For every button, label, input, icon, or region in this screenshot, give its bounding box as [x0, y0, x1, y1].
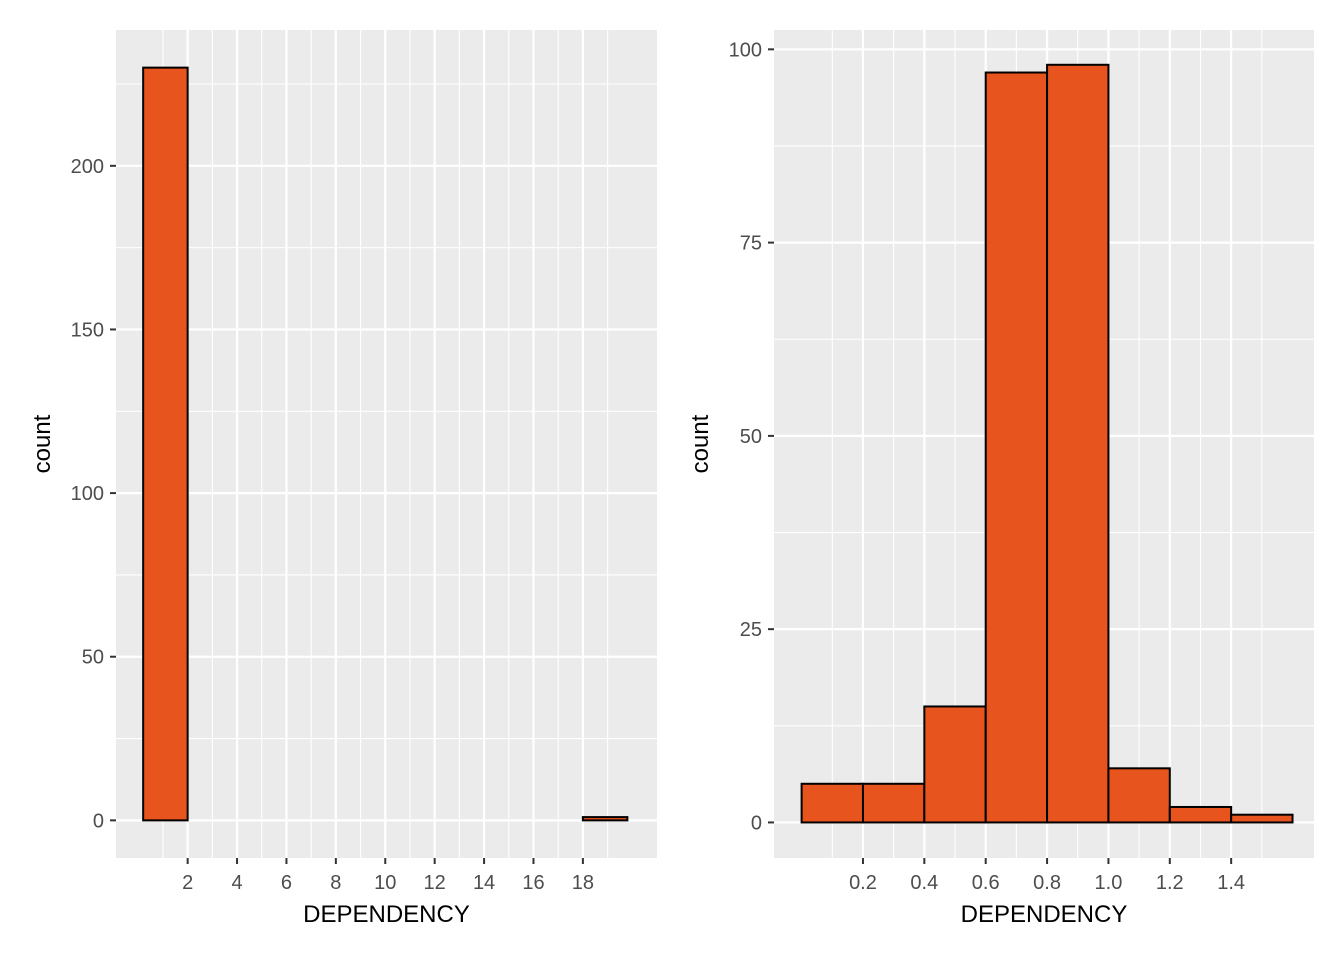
x-tick-label: 18 [572, 872, 594, 894]
y-axis-title: count [687, 414, 714, 473]
x-tick-label: 6 [281, 872, 292, 894]
histogram-bar [1168, 805, 1233, 824]
y-axis-title: count [29, 414, 56, 473]
x-tick-label: 16 [522, 872, 544, 894]
x-tick-label: 12 [424, 872, 446, 894]
x-tick-label: 0.2 [849, 872, 877, 894]
x-tick-label: 1.4 [1217, 872, 1245, 894]
y-tick-label: 100 [729, 39, 762, 61]
histogram-bar [861, 782, 926, 824]
y-tick-label: 0 [751, 812, 762, 834]
histogram-bar [581, 816, 629, 822]
x-tick-label: 2 [182, 872, 193, 894]
x-tick-label: 8 [330, 872, 341, 894]
histogram-bar [800, 782, 864, 824]
x-tick-label: 14 [473, 872, 495, 894]
y-tick-label: 200 [71, 156, 104, 178]
right-histogram: 0.2 0.4 0.6 0.8 1.0 1.2 1.4 0 25 50 75 100 DEPENDENC… [687, 30, 1314, 928]
histogram-bar [142, 66, 189, 822]
left-histogram: 2 4 6 8 10 12 14 16 18 0 50 100 150 200 DEPENDENCY coun… [29, 30, 657, 928]
histogram-bar [1107, 767, 1171, 824]
histogram-bar [1046, 63, 1110, 824]
histogram-bar [984, 71, 1049, 824]
y-tick-label: 0 [93, 810, 104, 832]
x-axis-title: DEPENDENCY [303, 901, 470, 928]
x-tick-label: 1.0 [1095, 872, 1123, 894]
x-tick-label: 0.6 [972, 872, 1000, 894]
y-tick-label: 25 [740, 619, 762, 641]
y-tick-label: 75 [740, 233, 762, 255]
y-tick-label: 100 [71, 483, 104, 505]
x-tick-label: 0.4 [910, 872, 938, 894]
y-tick-label: 50 [740, 426, 762, 448]
histogram-bar [923, 705, 987, 824]
x-tick-label: 1.2 [1156, 872, 1184, 894]
x-axis-title: DEPENDENCY [961, 901, 1128, 928]
x-tick-label: 0.8 [1033, 872, 1061, 894]
panel-background [116, 30, 657, 858]
y-tick-label: 50 [82, 647, 104, 669]
x-tick-label: 10 [374, 872, 396, 894]
histogram-bar [1230, 813, 1294, 824]
y-tick-label: 150 [71, 319, 104, 341]
x-tick-label: 4 [231, 872, 242, 894]
